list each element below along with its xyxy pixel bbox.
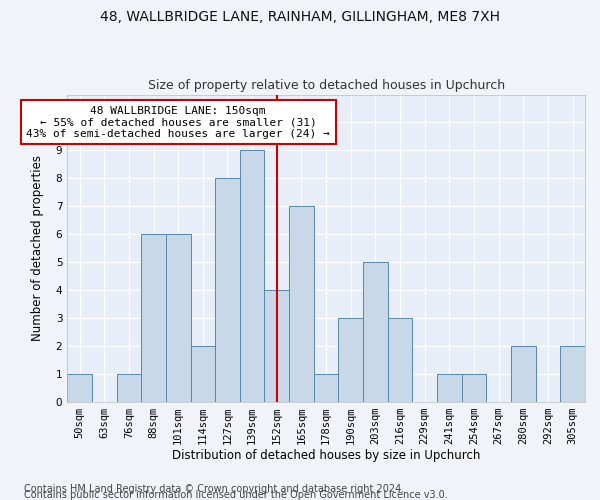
Bar <box>166 234 191 402</box>
Bar <box>388 318 412 402</box>
Bar <box>289 206 314 402</box>
Bar <box>560 346 585 402</box>
Title: Size of property relative to detached houses in Upchurch: Size of property relative to detached ho… <box>148 79 505 92</box>
Bar <box>338 318 363 402</box>
Text: 48, WALLBRIDGE LANE, RAINHAM, GILLINGHAM, ME8 7XH: 48, WALLBRIDGE LANE, RAINHAM, GILLINGHAM… <box>100 10 500 24</box>
Text: Contains public sector information licensed under the Open Government Licence v3: Contains public sector information licen… <box>24 490 448 500</box>
Y-axis label: Number of detached properties: Number of detached properties <box>31 155 44 341</box>
Bar <box>215 178 240 402</box>
Bar <box>141 234 166 402</box>
Text: Contains HM Land Registry data © Crown copyright and database right 2024.: Contains HM Land Registry data © Crown c… <box>24 484 404 494</box>
Bar <box>265 290 289 402</box>
Bar <box>116 374 141 402</box>
Bar <box>511 346 536 402</box>
Text: 48 WALLBRIDGE LANE: 150sqm
← 55% of detached houses are smaller (31)
43% of semi: 48 WALLBRIDGE LANE: 150sqm ← 55% of deta… <box>26 106 330 139</box>
Bar <box>363 262 388 402</box>
Bar <box>437 374 462 402</box>
Bar <box>314 374 338 402</box>
Bar <box>191 346 215 402</box>
Bar <box>462 374 487 402</box>
X-axis label: Distribution of detached houses by size in Upchurch: Distribution of detached houses by size … <box>172 450 481 462</box>
Bar <box>67 374 92 402</box>
Bar <box>240 150 265 402</box>
